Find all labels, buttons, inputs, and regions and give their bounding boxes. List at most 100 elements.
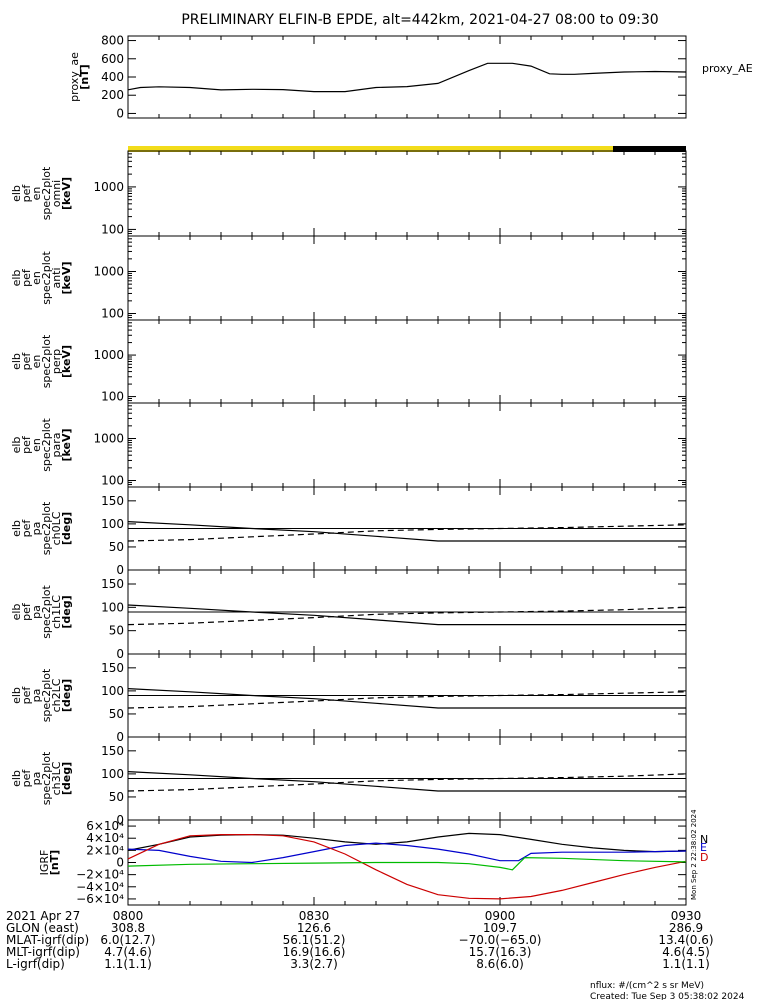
y-axis-label: en	[30, 187, 43, 201]
y-axis-label: [nT]	[78, 64, 91, 89]
science-zone-bar	[128, 146, 686, 152]
footer-cell: 1.1(1.1)	[104, 957, 152, 971]
y-tick-label: 1000	[93, 180, 124, 194]
y-axis-label: en	[30, 438, 43, 452]
series-line-solid	[127, 521, 686, 542]
y-tick-label: 0	[116, 813, 124, 827]
y-axis-label: [nT]	[48, 850, 61, 875]
footer-table: 2021 Apr 27 0800 0830 0900 0930 GLON (east) 30…	[6, 909, 714, 971]
y-axis-label: spec2plot	[40, 501, 53, 555]
y-tick-label: 150	[101, 494, 124, 508]
y-axis-label: pa	[30, 772, 43, 786]
y-axis-label: elb	[10, 437, 23, 454]
y-axis-label: spec2plot	[40, 334, 53, 388]
footer-row-label: MLAT-igrf(dip)	[6, 933, 89, 947]
footer-cell: 308.8	[111, 921, 145, 935]
y-tick-label: 50	[109, 540, 124, 554]
y-tick-label: 100	[101, 767, 124, 781]
series-line-D	[127, 856, 687, 871]
y-tick-label: 150	[101, 661, 124, 675]
series-line-dashed	[127, 606, 687, 626]
footer-cell: 13.4(0.6)	[658, 933, 713, 947]
y-axis-label: pef	[20, 519, 33, 538]
panel-frame	[127, 150, 687, 237]
footer-cell: 126.6	[297, 921, 331, 935]
panel-frame	[127, 235, 687, 321]
series-line-solid	[127, 688, 686, 709]
y-tick-label: 4×10⁴	[86, 831, 124, 845]
footer-cell: 0930	[671, 909, 702, 923]
y-axis-label: omni	[50, 180, 63, 207]
y-tick-label: 600	[101, 52, 124, 66]
y-axis-label: [deg]	[60, 762, 73, 795]
y-axis-label: pef	[20, 352, 33, 371]
series-line-solid	[127, 604, 686, 626]
footer-cell: 0800	[113, 909, 144, 923]
footer-row-label: L-igrf(dip)	[6, 957, 65, 971]
y-axis-label: ch1LC	[50, 595, 63, 629]
series-line-dashed	[127, 524, 687, 542]
panel-frame	[127, 319, 687, 404]
y-tick-label: −4×10⁴	[76, 880, 124, 894]
y-axis-label: pa	[30, 689, 43, 703]
y-tick-label: 100	[101, 473, 124, 487]
y-tick-label: 0	[116, 647, 124, 661]
y-axis-label: ch2LC	[50, 678, 63, 712]
series-line-0	[127, 62, 687, 93]
y-tick-label: 0	[116, 856, 124, 870]
y-tick-label: 50	[109, 790, 124, 804]
y-tick-label: 2×10⁴	[86, 843, 124, 857]
y-axis-label: spec2plot	[40, 751, 53, 805]
y-tick-label: 1000	[93, 264, 124, 278]
series-line-E	[127, 842, 687, 864]
y-axis-label: IGRF	[38, 850, 51, 876]
y-axis-label: perp	[50, 349, 63, 374]
footer-cell: −70.0(−65.0)	[459, 933, 542, 947]
panels: 0200400600800proxy_ae[nT]1001000elbpefen…	[10, 34, 708, 906]
y-axis-label: ch3LC	[50, 761, 63, 795]
y-axis-label: pef	[20, 602, 33, 621]
y-axis-label: [deg]	[60, 679, 73, 712]
footer-cell: 4.6(4.5)	[662, 945, 710, 959]
y-axis-label: [deg]	[60, 512, 73, 545]
y-tick-label: 150	[101, 577, 124, 591]
y-tick-label: −2×10⁴	[76, 868, 124, 882]
y-axis-label: proxy_ae	[68, 52, 81, 102]
created-timestamp: Created: Tue Sep 3 05:38:02 2024	[590, 992, 745, 1000]
igrf-legend-D: D	[700, 851, 708, 864]
science-zone-bar-black	[613, 146, 686, 152]
footer-cell: 3.3(2.7)	[290, 957, 338, 971]
footer-cell: 8.6(6.0)	[476, 957, 524, 971]
y-axis-label: elb	[10, 687, 23, 704]
y-axis-label: pef	[20, 686, 33, 705]
y-axis-label: pef	[20, 184, 33, 203]
y-axis-label: [keV]	[60, 261, 73, 294]
y-tick-label: 0	[116, 106, 124, 120]
y-axis-label: elb	[10, 770, 23, 787]
y-tick-label: −6×10⁴	[76, 892, 124, 906]
series-line-dashed	[127, 773, 687, 792]
y-axis-label: pef	[20, 769, 33, 788]
y-tick-label: 50	[109, 707, 124, 721]
panel-proxy_ae: 0 200 400 600 800 proxy_ae[nT]	[68, 34, 687, 120]
y-axis-label: pef	[20, 435, 33, 454]
y-tick-label: 1000	[93, 431, 124, 445]
y-axis-label: spec2plot	[40, 585, 53, 639]
legend-proxy-ae: proxy_AE	[702, 62, 753, 75]
y-axis-label: elb	[10, 270, 23, 287]
panel-frame	[127, 35, 687, 119]
nflux-units-note: nflux: #/(cm^2 s sr MeV)	[590, 981, 704, 991]
footer-cell: 1.1(1.1)	[662, 957, 710, 971]
y-tick-label: 200	[101, 88, 124, 102]
footer-row-label: 2021 Apr 27	[6, 909, 80, 923]
footer-cell: 56.1(51.2)	[283, 933, 346, 947]
y-axis-label: pa	[30, 522, 43, 536]
